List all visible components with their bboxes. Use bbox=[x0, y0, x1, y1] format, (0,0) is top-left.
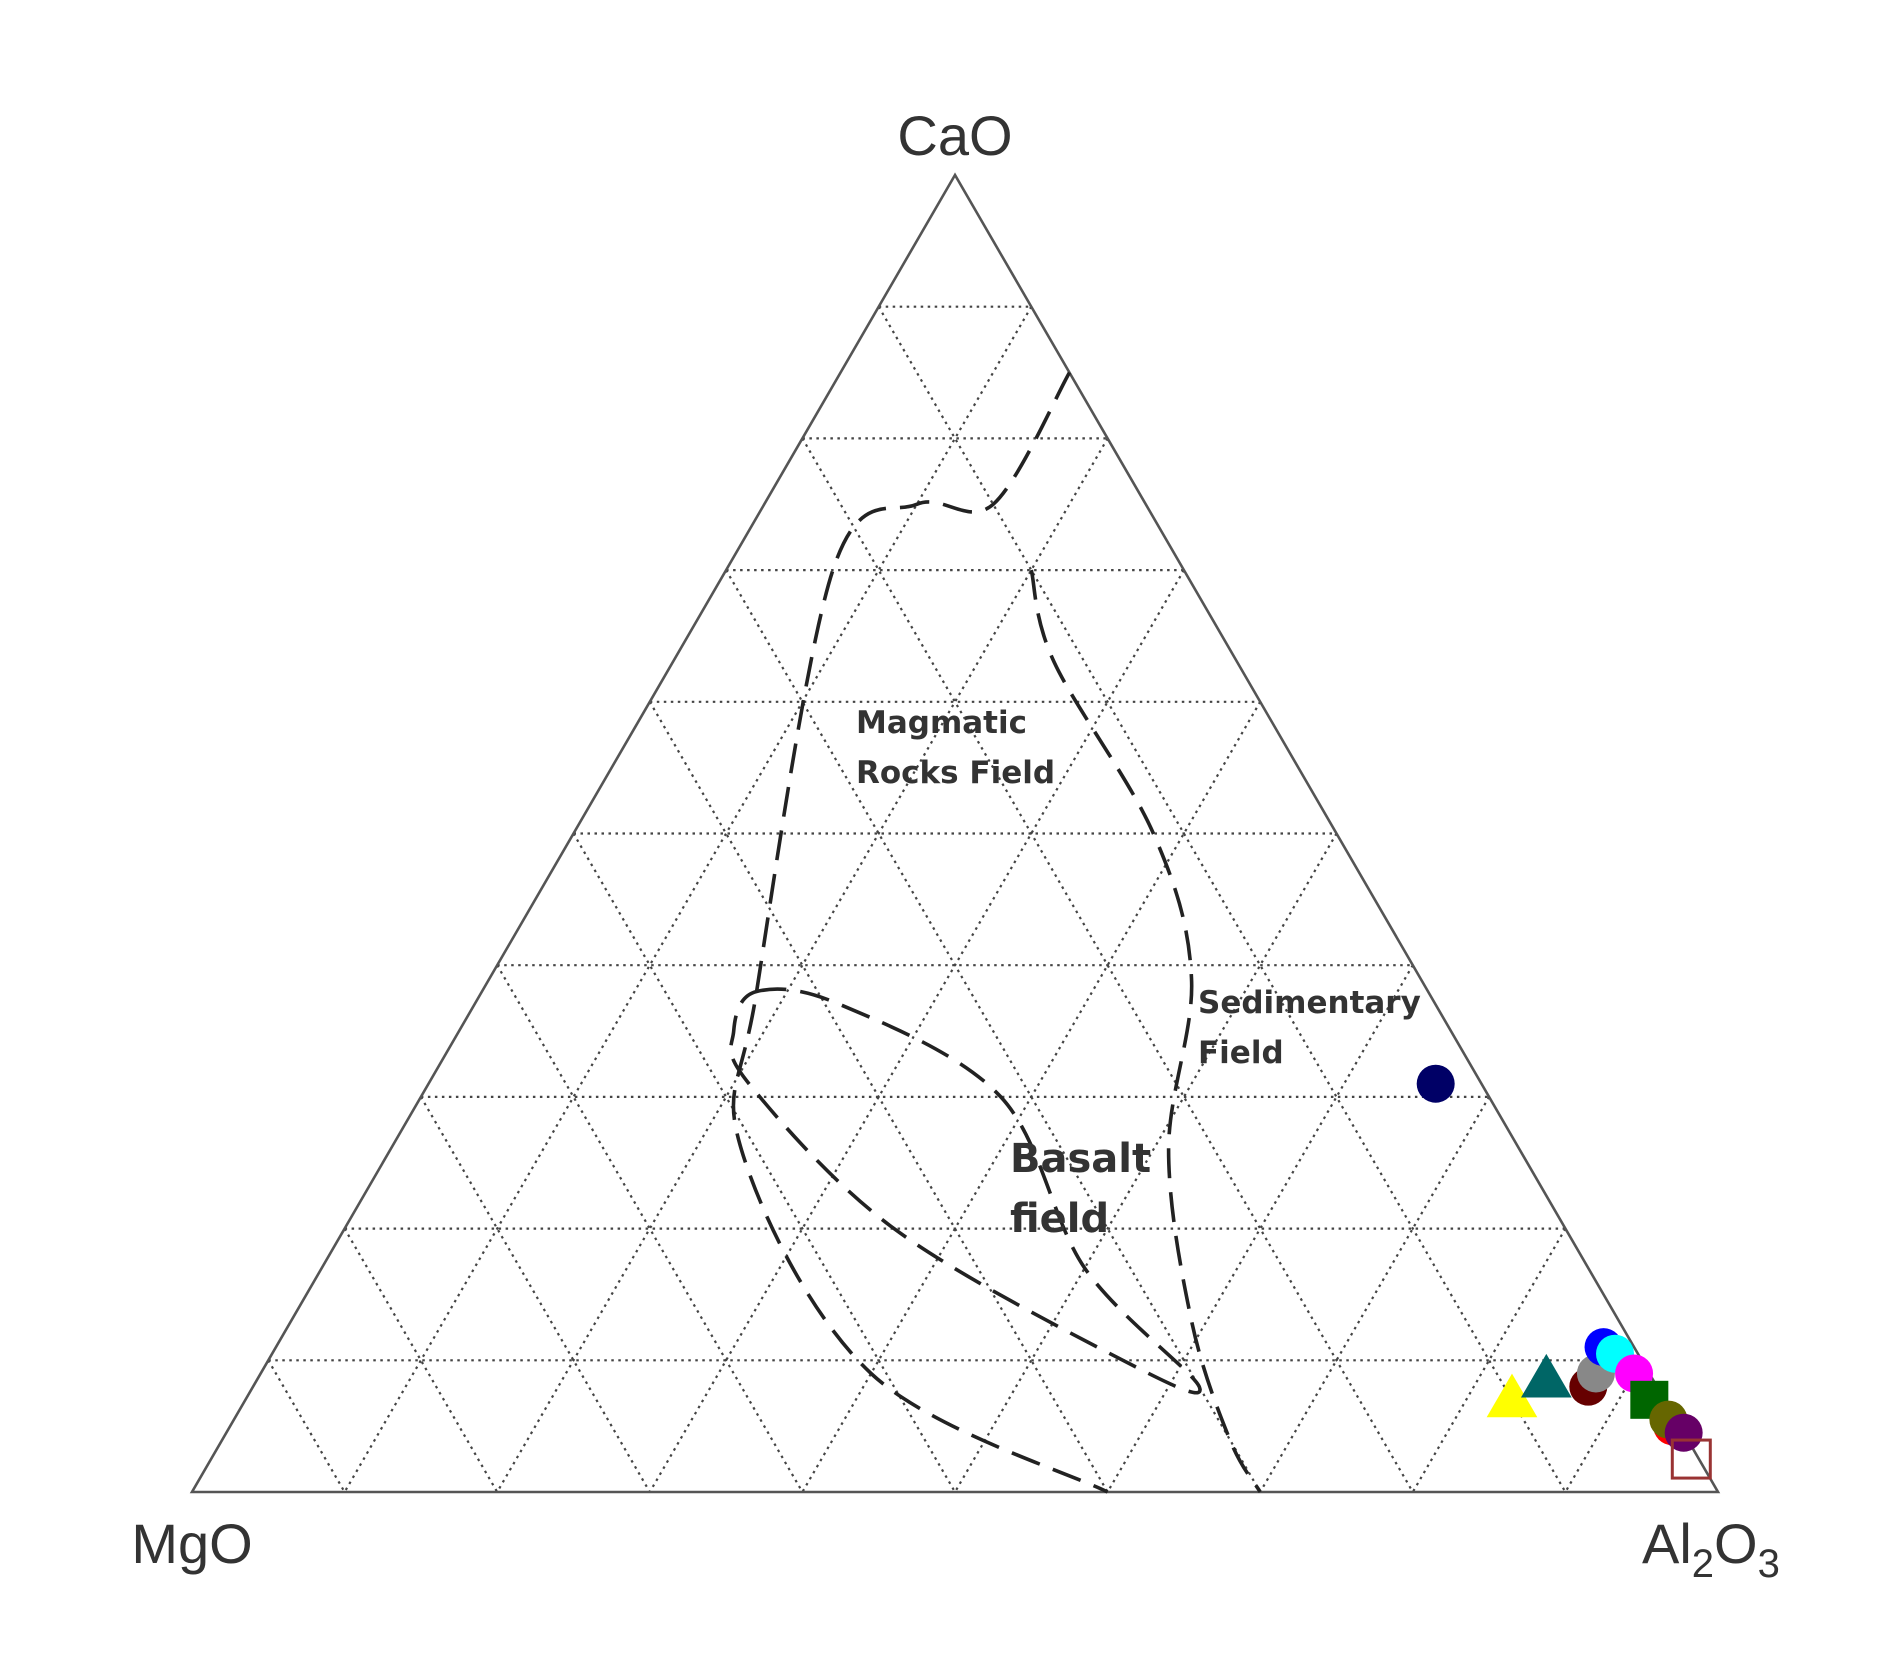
gridline-mgo-3 bbox=[725, 569, 1262, 1493]
gridline-mgo-9 bbox=[267, 1359, 346, 1493]
data-points bbox=[1416, 1064, 1712, 1480]
magmatic-boundary-left bbox=[731, 371, 1109, 1494]
sedimentary-field-label-line1: Sedimentary bbox=[1198, 985, 1421, 1021]
al2o3-al: Al bbox=[1642, 1512, 1692, 1575]
vertex-label-al2o3: Al2O3 bbox=[1642, 1512, 1780, 1586]
gridline-al2o3-3 bbox=[648, 569, 1185, 1493]
ternary-grid bbox=[267, 305, 1643, 1493]
data-point-2 bbox=[1486, 1373, 1538, 1418]
al2o3-sub-2: 2 bbox=[1692, 1542, 1714, 1586]
gridline-al2o3-9 bbox=[1564, 1359, 1643, 1493]
vertex-label-mgo: MgO bbox=[131, 1512, 252, 1575]
magmatic-field-label-line2: Rocks Field bbox=[856, 755, 1055, 791]
vertex-label-cao: CaO bbox=[897, 104, 1012, 167]
basalt-field-label-line2: field bbox=[1010, 1196, 1109, 1242]
gridline-mgo-5 bbox=[572, 832, 956, 1493]
basalt-boundary bbox=[729, 987, 1202, 1395]
triangle-frame bbox=[189, 172, 1721, 1494]
magmatic-field-label-line1: Magmatic bbox=[856, 705, 1027, 741]
gridline-al2o3-4 bbox=[801, 701, 1262, 1493]
gridline-mgo-4 bbox=[648, 701, 1109, 1493]
sedimentary-field-label-line2: Field bbox=[1198, 1035, 1284, 1071]
data-point-13 bbox=[1670, 1438, 1712, 1480]
gridline-mgo-7 bbox=[419, 1096, 651, 1493]
gridline-al2o3-8 bbox=[1411, 1228, 1567, 1493]
gridline-al2o3-1 bbox=[343, 306, 1033, 1493]
gridline-mgo-1 bbox=[877, 306, 1567, 1493]
data-point-3 bbox=[1520, 1353, 1572, 1398]
data-point-12 bbox=[1664, 1413, 1703, 1452]
magmatic-boundary-right bbox=[1029, 569, 1262, 1493]
al2o3-sub-3: 3 bbox=[1758, 1542, 1780, 1586]
gridline-al2o3-7 bbox=[1259, 1096, 1491, 1493]
al2o3-o: O bbox=[1714, 1512, 1758, 1575]
field-boundaries bbox=[729, 371, 1262, 1494]
gridline-mgo-8 bbox=[343, 1228, 499, 1493]
basalt-field-label-line1: Basalt bbox=[1010, 1136, 1151, 1182]
triangle-outline bbox=[189, 172, 1721, 1494]
gridline-al2o3-5 bbox=[954, 832, 1338, 1493]
data-point-1 bbox=[1416, 1064, 1455, 1103]
